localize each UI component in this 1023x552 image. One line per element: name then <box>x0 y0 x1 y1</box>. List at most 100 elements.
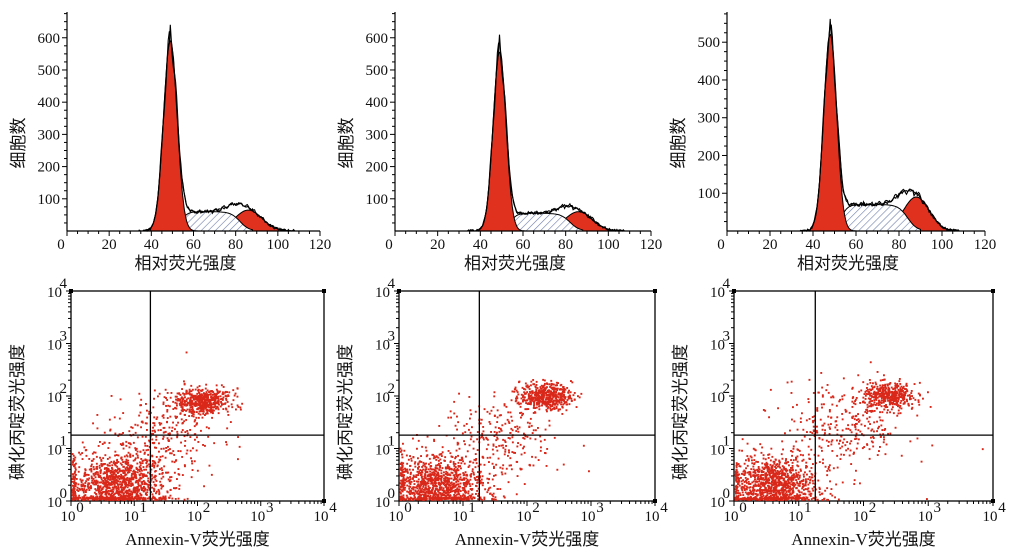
scatter-point <box>767 465 770 468</box>
scatter-point <box>190 394 193 397</box>
scatter-point <box>437 494 440 497</box>
scatter-point <box>205 426 208 429</box>
scatter-point <box>182 392 184 395</box>
scatter-point <box>128 493 131 496</box>
scatter-point <box>552 383 555 386</box>
scatter-point <box>538 401 541 404</box>
scatter-point <box>420 496 423 499</box>
scatter-point <box>115 487 118 490</box>
scatter-point <box>151 493 154 496</box>
scatter-point <box>177 468 180 470</box>
x-tick-label: 10 <box>517 509 532 525</box>
scatter-point <box>81 452 84 454</box>
scatter-point <box>437 498 440 501</box>
scatter-point <box>138 392 141 395</box>
scatter-point <box>419 469 422 471</box>
scatter-point <box>550 384 553 386</box>
scatter-point <box>167 478 170 481</box>
scatter-point <box>455 471 458 473</box>
scatter-point <box>468 428 470 431</box>
scatter-point <box>819 493 821 496</box>
scatter-point <box>484 488 487 491</box>
scatter-point <box>174 395 177 398</box>
scatter-point <box>454 424 457 427</box>
scatter-point <box>422 478 425 480</box>
scatter-point <box>737 498 740 501</box>
scatter-point <box>456 488 459 491</box>
scatter-point <box>185 391 188 393</box>
scatter-point <box>429 475 432 478</box>
scatter-point <box>523 483 526 485</box>
scatter-point <box>520 468 523 471</box>
scatter-point <box>463 494 466 497</box>
scatter-point <box>399 498 402 501</box>
scatter-point <box>180 397 183 400</box>
scatter-point <box>751 459 753 462</box>
scatter-point <box>477 465 480 468</box>
scatter-point <box>113 416 116 419</box>
scatter-point <box>431 488 434 490</box>
scatter-point <box>415 474 418 477</box>
scatter-point <box>96 471 99 474</box>
scatter-point <box>181 399 184 402</box>
scatter-point <box>123 465 125 468</box>
scatter-point <box>753 474 756 477</box>
scatter-point <box>409 476 411 478</box>
scatter-point <box>196 436 198 439</box>
scatter-point <box>135 479 138 482</box>
scatter-point <box>430 489 433 492</box>
scatter-point <box>224 390 227 393</box>
scatter-point <box>132 489 135 492</box>
scatter-point <box>429 498 431 501</box>
scatter-point <box>567 397 570 400</box>
scatter-point <box>550 392 553 395</box>
scatter-point <box>524 408 527 411</box>
scatter-point <box>91 498 94 501</box>
scatter-point <box>404 479 407 482</box>
scatter-point <box>108 496 111 499</box>
scatter-point <box>447 486 450 489</box>
scatter-point <box>403 498 406 501</box>
scatter-point <box>220 402 223 404</box>
scatter-point <box>187 397 190 400</box>
scatter-point <box>547 406 550 408</box>
scatter-point <box>425 455 428 458</box>
scatter-point <box>427 482 430 485</box>
scatter-point <box>538 389 540 392</box>
scatter-point <box>168 440 170 442</box>
scatter-point <box>451 483 454 486</box>
scatter-point <box>472 496 475 499</box>
scatter-point <box>195 416 198 419</box>
scatter-point <box>125 454 128 457</box>
scatter-point <box>476 438 479 441</box>
scatter-point <box>443 477 446 480</box>
scatter-point <box>578 396 581 399</box>
y-tick-label: 10 <box>375 390 390 406</box>
scatter-point <box>161 469 164 472</box>
scatter-point <box>193 404 196 407</box>
scatter-point <box>522 400 524 403</box>
scatter-point <box>145 474 148 477</box>
scatter-point <box>548 390 551 392</box>
scatter-point <box>797 484 800 487</box>
scatter-point <box>447 480 450 483</box>
scatter-point <box>113 480 116 483</box>
scatter-point <box>166 421 168 424</box>
scatter-point <box>91 479 94 482</box>
scatter-point <box>409 482 412 485</box>
scatter-point <box>136 487 139 490</box>
scatter-point <box>778 471 781 473</box>
x-axis-label: Annexin-V荧光强度 <box>125 530 269 549</box>
scatter-point <box>210 473 213 476</box>
x-tick-label: 10 <box>581 509 596 525</box>
scatter-point <box>408 498 411 501</box>
scatter-point <box>493 465 495 468</box>
scatter-point <box>164 450 167 453</box>
scatter-point <box>167 471 170 474</box>
scatter-point <box>402 478 405 481</box>
scatter-point <box>530 390 533 393</box>
scatter-point <box>112 473 115 476</box>
scatter-point <box>415 480 418 483</box>
scatter-point <box>735 477 738 480</box>
scatter-point <box>71 491 74 494</box>
